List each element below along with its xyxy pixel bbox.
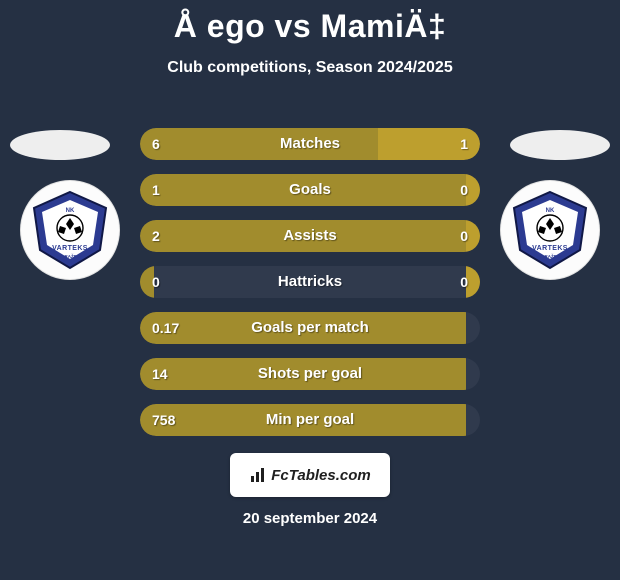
svg-text:NK: NK — [66, 208, 75, 214]
svg-text:VARTEKS: VARTEKS — [532, 245, 568, 252]
stat-label: Shots per goal — [140, 358, 480, 390]
stat-row: Hattricks0 0 — [140, 266, 480, 298]
page-subtitle: Club competitions, Season 2024/2025 — [0, 59, 620, 77]
stat-row: Shots per goal14 — [140, 358, 480, 390]
stat-value-left: 2 — [152, 220, 160, 252]
club-logo-left: NK VARTEKS VARAŽDIN — [20, 180, 120, 280]
shadow-disk-left — [10, 130, 110, 160]
site-label: FcTables.com — [271, 467, 370, 484]
stat-value-left: 0.17 — [152, 312, 179, 344]
stat-row: Min per goal758 — [140, 404, 480, 436]
club-badge-icon: NK VARTEKS VARAŽDIN — [508, 188, 592, 272]
footer-date: 20 september 2024 — [0, 510, 620, 527]
stat-value-right: 1 — [460, 128, 468, 160]
stat-label: Goals — [140, 174, 480, 206]
stat-value-left: 14 — [152, 358, 168, 390]
stat-row: Goals1 0 — [140, 174, 480, 206]
stat-row: Goals per match0.17 — [140, 312, 480, 344]
club-badge-icon: NK VARTEKS VARAŽDIN — [28, 188, 112, 272]
chart-icon — [249, 466, 267, 484]
stat-value-right: 0 — [460, 266, 468, 298]
svg-text:VARTEKS: VARTEKS — [52, 245, 88, 252]
stats-column: Matches61Goals10Assists20Hattricks00Goal… — [140, 128, 480, 450]
stat-label: Hattricks — [140, 266, 480, 298]
stat-value-right: 0 — [460, 220, 468, 252]
stat-label: Min per goal — [140, 404, 480, 436]
shadow-disk-right — [510, 130, 610, 160]
stat-label: Assists — [140, 220, 480, 252]
stat-row: Matches6 1 — [140, 128, 480, 160]
stat-row: Assists2 0 — [140, 220, 480, 252]
club-logo-right: NK VARTEKS VARAŽDIN — [500, 180, 600, 280]
site-badge[interactable]: FcTables.com — [230, 453, 390, 497]
stat-value-right: 0 — [460, 174, 468, 206]
svg-text:VARAŽDIN: VARAŽDIN — [59, 252, 82, 259]
stat-label: Matches — [140, 128, 480, 160]
page-title: Å ego vs MamiÄ‡ — [0, 8, 620, 45]
stat-value-left: 0 — [152, 266, 160, 298]
svg-text:VARAŽDIN: VARAŽDIN — [539, 252, 562, 259]
stat-label: Goals per match — [140, 312, 480, 344]
stat-value-left: 6 — [152, 128, 160, 160]
stat-value-left: 1 — [152, 174, 160, 206]
stat-value-left: 758 — [152, 404, 175, 436]
svg-text:NK: NK — [546, 208, 555, 214]
